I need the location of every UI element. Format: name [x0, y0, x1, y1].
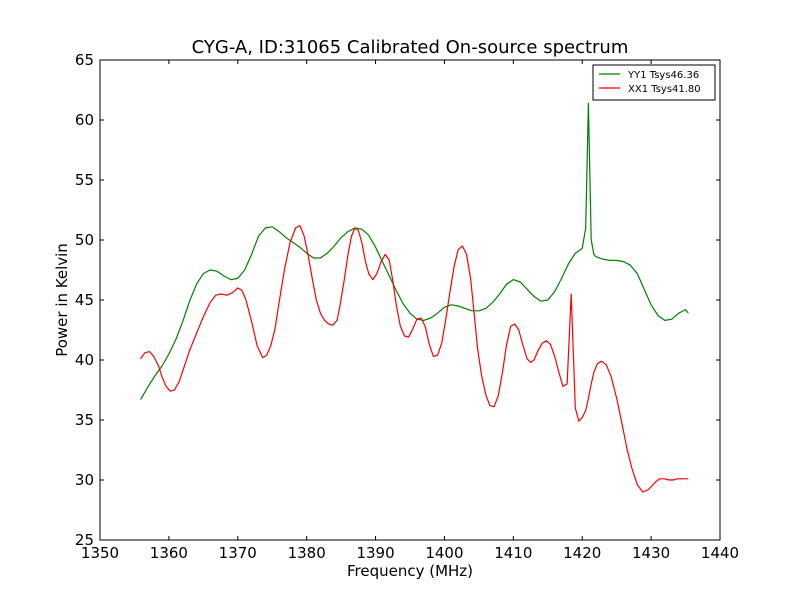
x-axis-label: Frequency (MHz) — [347, 562, 473, 580]
x-tick-label: 1410 — [494, 544, 532, 562]
series-line-0 — [140, 102, 689, 400]
y-tick-label: 65 — [75, 51, 94, 69]
y-axis-label: Power in Kelvin — [53, 243, 71, 357]
series-line-1 — [140, 225, 689, 493]
y-tick-label: 50 — [75, 231, 94, 249]
legend-label-1: XX1 Tsys41.80 — [628, 84, 701, 95]
y-tick-label: 45 — [75, 291, 94, 309]
legend-box — [592, 64, 716, 101]
x-tick-label: 1400 — [425, 544, 463, 562]
x-tick-label: 1370 — [219, 544, 257, 562]
x-tick-label: 1380 — [288, 544, 326, 562]
x-tick-label: 1420 — [563, 544, 601, 562]
y-tick-label: 35 — [75, 411, 94, 429]
y-tick-label: 25 — [75, 531, 94, 549]
x-tick-label: 1350 — [81, 544, 119, 562]
y-tick-label: 40 — [75, 351, 94, 369]
y-tick-label: 30 — [75, 471, 94, 489]
chart-title: CYG-A, ID:31065 Calibrated On-source spe… — [192, 37, 629, 58]
legend-label-0: YY1 Tsys46.36 — [627, 70, 699, 81]
y-axis: 25 30 35 40 45 50 55 60 65 — [75, 51, 720, 549]
x-tick-label: 1440 — [701, 544, 739, 562]
x-tick-label: 1390 — [356, 544, 394, 562]
x-axis: 1350 1360 1370 1380 1390 1400 1410 1420 1430 1440 — [81, 60, 739, 562]
legend: YY1 Tsys46.36 XX1 Tsys41.80 — [592, 64, 716, 101]
y-tick-label: 60 — [75, 111, 94, 129]
x-tick-label: 1360 — [150, 544, 188, 562]
y-tick-label: 55 — [75, 171, 94, 189]
series-layer — [140, 102, 689, 493]
x-tick-label: 1430 — [632, 544, 670, 562]
